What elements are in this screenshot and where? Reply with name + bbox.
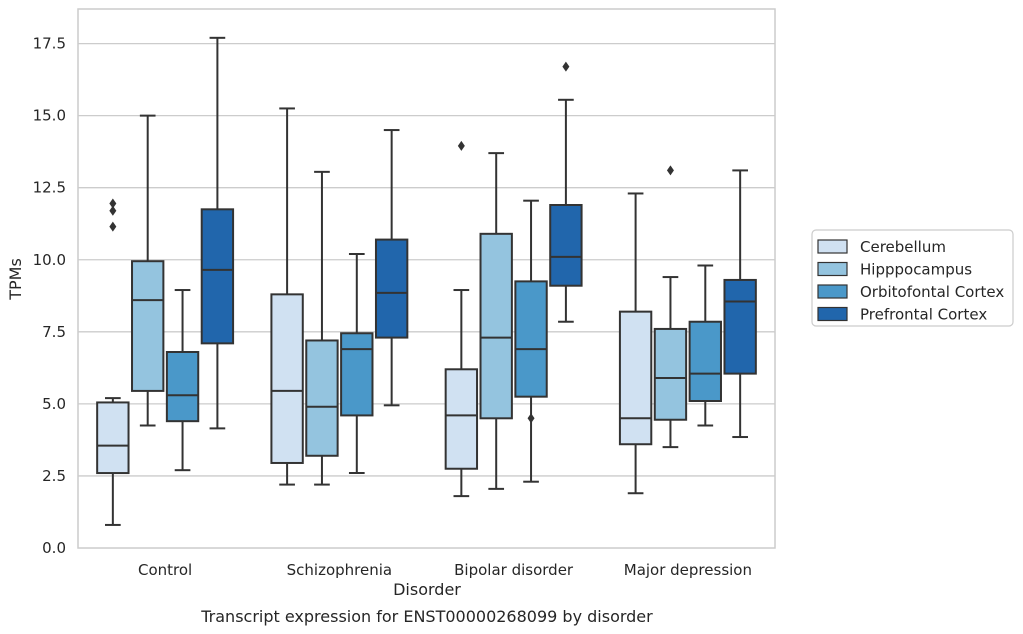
box-body xyxy=(514,280,548,398)
x-tick-label: Bipolar disorder xyxy=(454,561,574,579)
legend-item: Orbitofontal Cortex xyxy=(817,283,1004,301)
box-prefrontal-cortex-1 xyxy=(374,129,409,407)
box-body xyxy=(165,351,200,423)
legend: Cerebellum Hipppocampus Orbitofontal Corte… xyxy=(811,229,1014,327)
box-orbitofontal-cortex-0 xyxy=(165,289,200,472)
box-body xyxy=(479,232,513,420)
legend-frame xyxy=(811,229,1014,327)
box-orbitofontal-cortex-2 xyxy=(514,199,548,483)
legend-swatch xyxy=(817,284,848,299)
box-body xyxy=(305,339,339,457)
box-body xyxy=(340,332,374,417)
y-tick-label: 12.5 xyxy=(33,179,66,197)
box-body xyxy=(688,320,722,402)
box-body xyxy=(374,238,409,339)
outlier-point xyxy=(109,205,117,216)
box-orbitofontal-cortex-3 xyxy=(688,264,722,427)
box-body xyxy=(96,401,130,475)
box-body xyxy=(618,310,653,446)
legend-item: Cerebellum xyxy=(817,238,946,256)
y-tick-label: 10.0 xyxy=(33,251,66,269)
legend-swatch xyxy=(817,261,848,277)
legend-label: Orbitofontal Cortex xyxy=(860,283,1004,301)
outlier-point xyxy=(666,165,674,176)
box-hipppocampus-0 xyxy=(131,114,165,427)
y-axis-ticks: 0.0 2.5 5.0 7.5 10.0 12.5 15.0 17.5 xyxy=(33,35,66,557)
x-tick-label: Major depression xyxy=(624,561,752,579)
y-axis-title: TPMs xyxy=(6,258,25,301)
legend-item: Prefrontal Cortex xyxy=(817,306,987,324)
box-orbitofontal-cortex-1 xyxy=(340,253,374,475)
outlier-point xyxy=(109,198,117,209)
box-cerebellum-2 xyxy=(444,140,479,498)
box-body xyxy=(270,293,304,464)
outlier-point xyxy=(109,221,117,232)
box-body xyxy=(723,278,757,375)
x-axis-ticks: Control Schizophrenia Bipolar disorder Majo… xyxy=(138,561,752,579)
plot-area xyxy=(77,8,776,549)
legend-item: Hipppocampus xyxy=(817,261,972,279)
legend-swatch xyxy=(817,239,848,254)
box-body xyxy=(200,208,235,345)
x-axis-title: Disorder xyxy=(393,580,461,599)
box-body xyxy=(444,368,479,470)
box-prefrontal-cortex-0 xyxy=(200,36,235,430)
y-tick-label: 5.0 xyxy=(42,395,66,413)
boxes xyxy=(96,36,757,526)
y-tick-label: 17.5 xyxy=(33,35,66,53)
chart-caption: Transcript expression for ENST0000026809… xyxy=(200,607,653,626)
box-cerebellum-0 xyxy=(96,198,130,526)
outlier-point xyxy=(457,140,465,151)
x-tick-label: Schizophrenia xyxy=(287,561,392,579)
box-body xyxy=(653,327,688,421)
y-tick-label: 0.0 xyxy=(42,539,66,557)
outlier-point xyxy=(562,61,570,72)
x-tick-label: Control xyxy=(138,561,192,579)
box-hipppocampus-3 xyxy=(653,165,688,449)
legend-label: Prefrontal Cortex xyxy=(860,306,987,324)
box-body xyxy=(131,260,165,392)
y-tick-label: 15.0 xyxy=(33,107,66,125)
box-hipppocampus-2 xyxy=(479,152,513,490)
box-cerebellum-1 xyxy=(270,107,304,486)
legend-label: Cerebellum xyxy=(860,238,946,256)
legend-swatch xyxy=(817,306,848,322)
box-prefrontal-cortex-2 xyxy=(549,61,583,323)
box-body xyxy=(549,204,583,287)
box-cerebellum-3 xyxy=(618,192,653,495)
legend-label: Hipppocampus xyxy=(860,261,972,279)
y-tick-label: 7.5 xyxy=(42,323,66,341)
outlier-point xyxy=(527,413,535,424)
box-hipppocampus-1 xyxy=(305,170,339,486)
y-tick-label: 2.5 xyxy=(42,467,66,485)
box-prefrontal-cortex-3 xyxy=(723,169,757,439)
